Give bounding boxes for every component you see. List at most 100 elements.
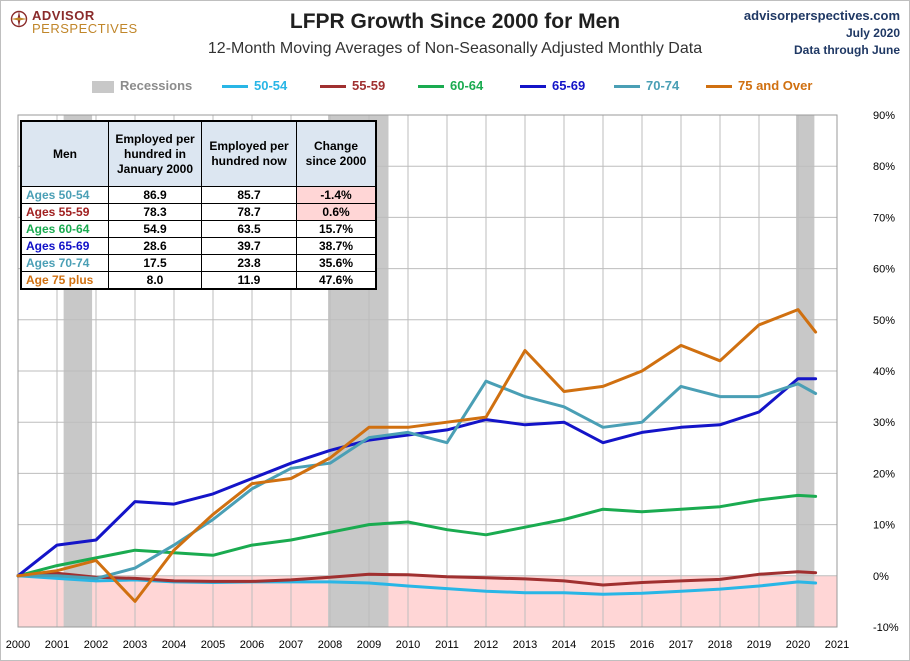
row-jan2000: 28.6 (108, 237, 202, 255)
stats-table: Men Employed per hundred in January 2000… (20, 120, 377, 290)
row-change: 35.6% (296, 254, 377, 272)
x-tick-label: 2008 (318, 639, 342, 651)
row-now: 39.7 (201, 237, 297, 255)
legend-item: 75 and Over (706, 77, 812, 95)
y-tick-label: 60% (873, 264, 895, 276)
table-row: Ages 65-69 28.6 39.7 38.7% (20, 237, 377, 255)
x-tick-label: 2000 (6, 639, 30, 651)
x-tick-label: 2009 (357, 639, 381, 651)
row-jan2000: 54.9 (108, 220, 202, 238)
legend-item: 50-54 (222, 77, 287, 95)
legend-line-swatch (418, 85, 444, 89)
legend-line-swatch (614, 85, 640, 89)
legend-label: 65-69 (552, 78, 586, 93)
row-change: -1.4% (296, 186, 377, 204)
compass-icon (10, 10, 28, 28)
site-url: advisorperspectives.com (743, 8, 900, 23)
row-label: Ages 70-74 (20, 254, 109, 272)
row-label: Ages 60-64 (20, 220, 109, 238)
row-label: Ages 55-59 (20, 203, 109, 221)
legend-line-swatch (320, 85, 346, 89)
x-tick-label: 2013 (513, 639, 537, 651)
x-tick-label: 2002 (84, 639, 108, 651)
x-tick-label: 2001 (45, 639, 69, 651)
stats-header-jan2000: Employed per hundred in January 2000 (108, 120, 202, 187)
row-jan2000: 8.0 (108, 271, 202, 290)
y-tick-label: 40% (873, 366, 895, 378)
report-date: July 2020 (845, 26, 900, 40)
row-change: 38.7% (296, 237, 377, 255)
x-tick-label: 2006 (240, 639, 264, 651)
table-row: Ages 55-59 78.3 78.7 0.6% (20, 203, 377, 221)
row-now: 85.7 (201, 186, 297, 204)
table-row: Age 75 plus 8.0 11.9 47.6% (20, 271, 377, 290)
legend-label: 60-64 (450, 78, 484, 93)
y-tick-label: 0% (873, 571, 889, 583)
row-label: Ages 50-54 (20, 186, 109, 204)
row-change: 15.7% (296, 220, 377, 238)
x-tick-label: 2005 (201, 639, 225, 651)
legend-line-swatch (222, 85, 248, 89)
legend-item: 70-74 (614, 77, 679, 95)
legend-label: 55-59 (352, 78, 386, 93)
series-line-70-74 (16, 379, 818, 580)
row-label: Age 75 plus (20, 271, 109, 290)
legend-item: 55-59 (320, 77, 385, 95)
plot-border (17, 114, 838, 628)
y-tick-label: 80% (873, 161, 895, 173)
x-tick-label: 2011 (435, 639, 459, 651)
row-change: 0.6% (296, 203, 377, 221)
advisor-perspectives-logo: ADVISOR PERSPECTIVES (8, 6, 148, 36)
chart-legend: Recessions 50-54 55-59 60-64 65-69 70-74 75 an… (0, 77, 910, 95)
x-tick-label: 2007 (279, 639, 303, 651)
row-jan2000: 17.5 (108, 254, 202, 272)
stats-header-row: Men Employed per hundred in January 2000… (20, 120, 377, 187)
table-row: Ages 50-54 86.9 85.7 -1.4% (20, 186, 377, 204)
x-tick-label: 2020 (786, 639, 810, 651)
x-tick-label: 2010 (396, 639, 420, 651)
logo-line2: PERSPECTIVES (32, 21, 138, 36)
legend-label: 50-54 (254, 78, 288, 93)
series-line-75-and-over (16, 308, 818, 603)
row-now: 63.5 (201, 220, 297, 238)
legend-recession-swatch (92, 80, 114, 93)
stats-header-change: Change since 2000 (296, 120, 377, 187)
data-through-note: Data through June (793, 43, 900, 57)
y-tick-label: 10% (873, 520, 895, 532)
chart-title: LFPR Growth Since 2000 for Men (289, 10, 621, 33)
series-line-55-59 (16, 570, 818, 587)
y-tick-label: -10% (873, 622, 899, 634)
logo-line1: ADVISOR (32, 8, 95, 23)
negative-zone (18, 575, 837, 627)
x-tick-label: 2021 (825, 639, 849, 651)
x-tick-label: 2017 (669, 639, 693, 651)
x-tick-label: 2012 (474, 639, 498, 651)
row-jan2000: 86.9 (108, 186, 202, 204)
series-line-65-69 (16, 377, 818, 578)
legend-label: 70-74 (646, 78, 680, 93)
row-now: 23.8 (201, 254, 297, 272)
table-row: Ages 60-64 54.9 63.5 15.7% (20, 220, 377, 238)
row-jan2000: 78.3 (108, 203, 202, 221)
x-tick-label: 2014 (552, 639, 576, 651)
x-tick-label: 2003 (123, 639, 147, 651)
legend-label: 75 and Over (738, 78, 813, 93)
series-line-60-64 (16, 493, 818, 578)
row-label: Ages 65-69 (20, 237, 109, 255)
stats-header-men: Men (20, 120, 109, 187)
y-tick-label: 70% (873, 212, 895, 224)
row-now: 78.7 (201, 203, 297, 221)
x-tick-label: 2004 (162, 639, 186, 651)
x-tick-label: 2019 (747, 639, 771, 651)
legend-line-swatch (520, 85, 546, 89)
x-tick-label: 2015 (591, 639, 615, 651)
row-now: 11.9 (201, 271, 297, 290)
x-tick-label: 2016 (630, 639, 654, 651)
y-tick-label: 50% (873, 315, 895, 327)
x-tick-label: 2018 (708, 639, 732, 651)
legend-item: 60-64 (418, 77, 483, 95)
row-change: 47.6% (296, 271, 377, 290)
table-row: Ages 70-74 17.5 23.8 35.6% (20, 254, 377, 272)
y-tick-label: 90% (873, 110, 895, 122)
